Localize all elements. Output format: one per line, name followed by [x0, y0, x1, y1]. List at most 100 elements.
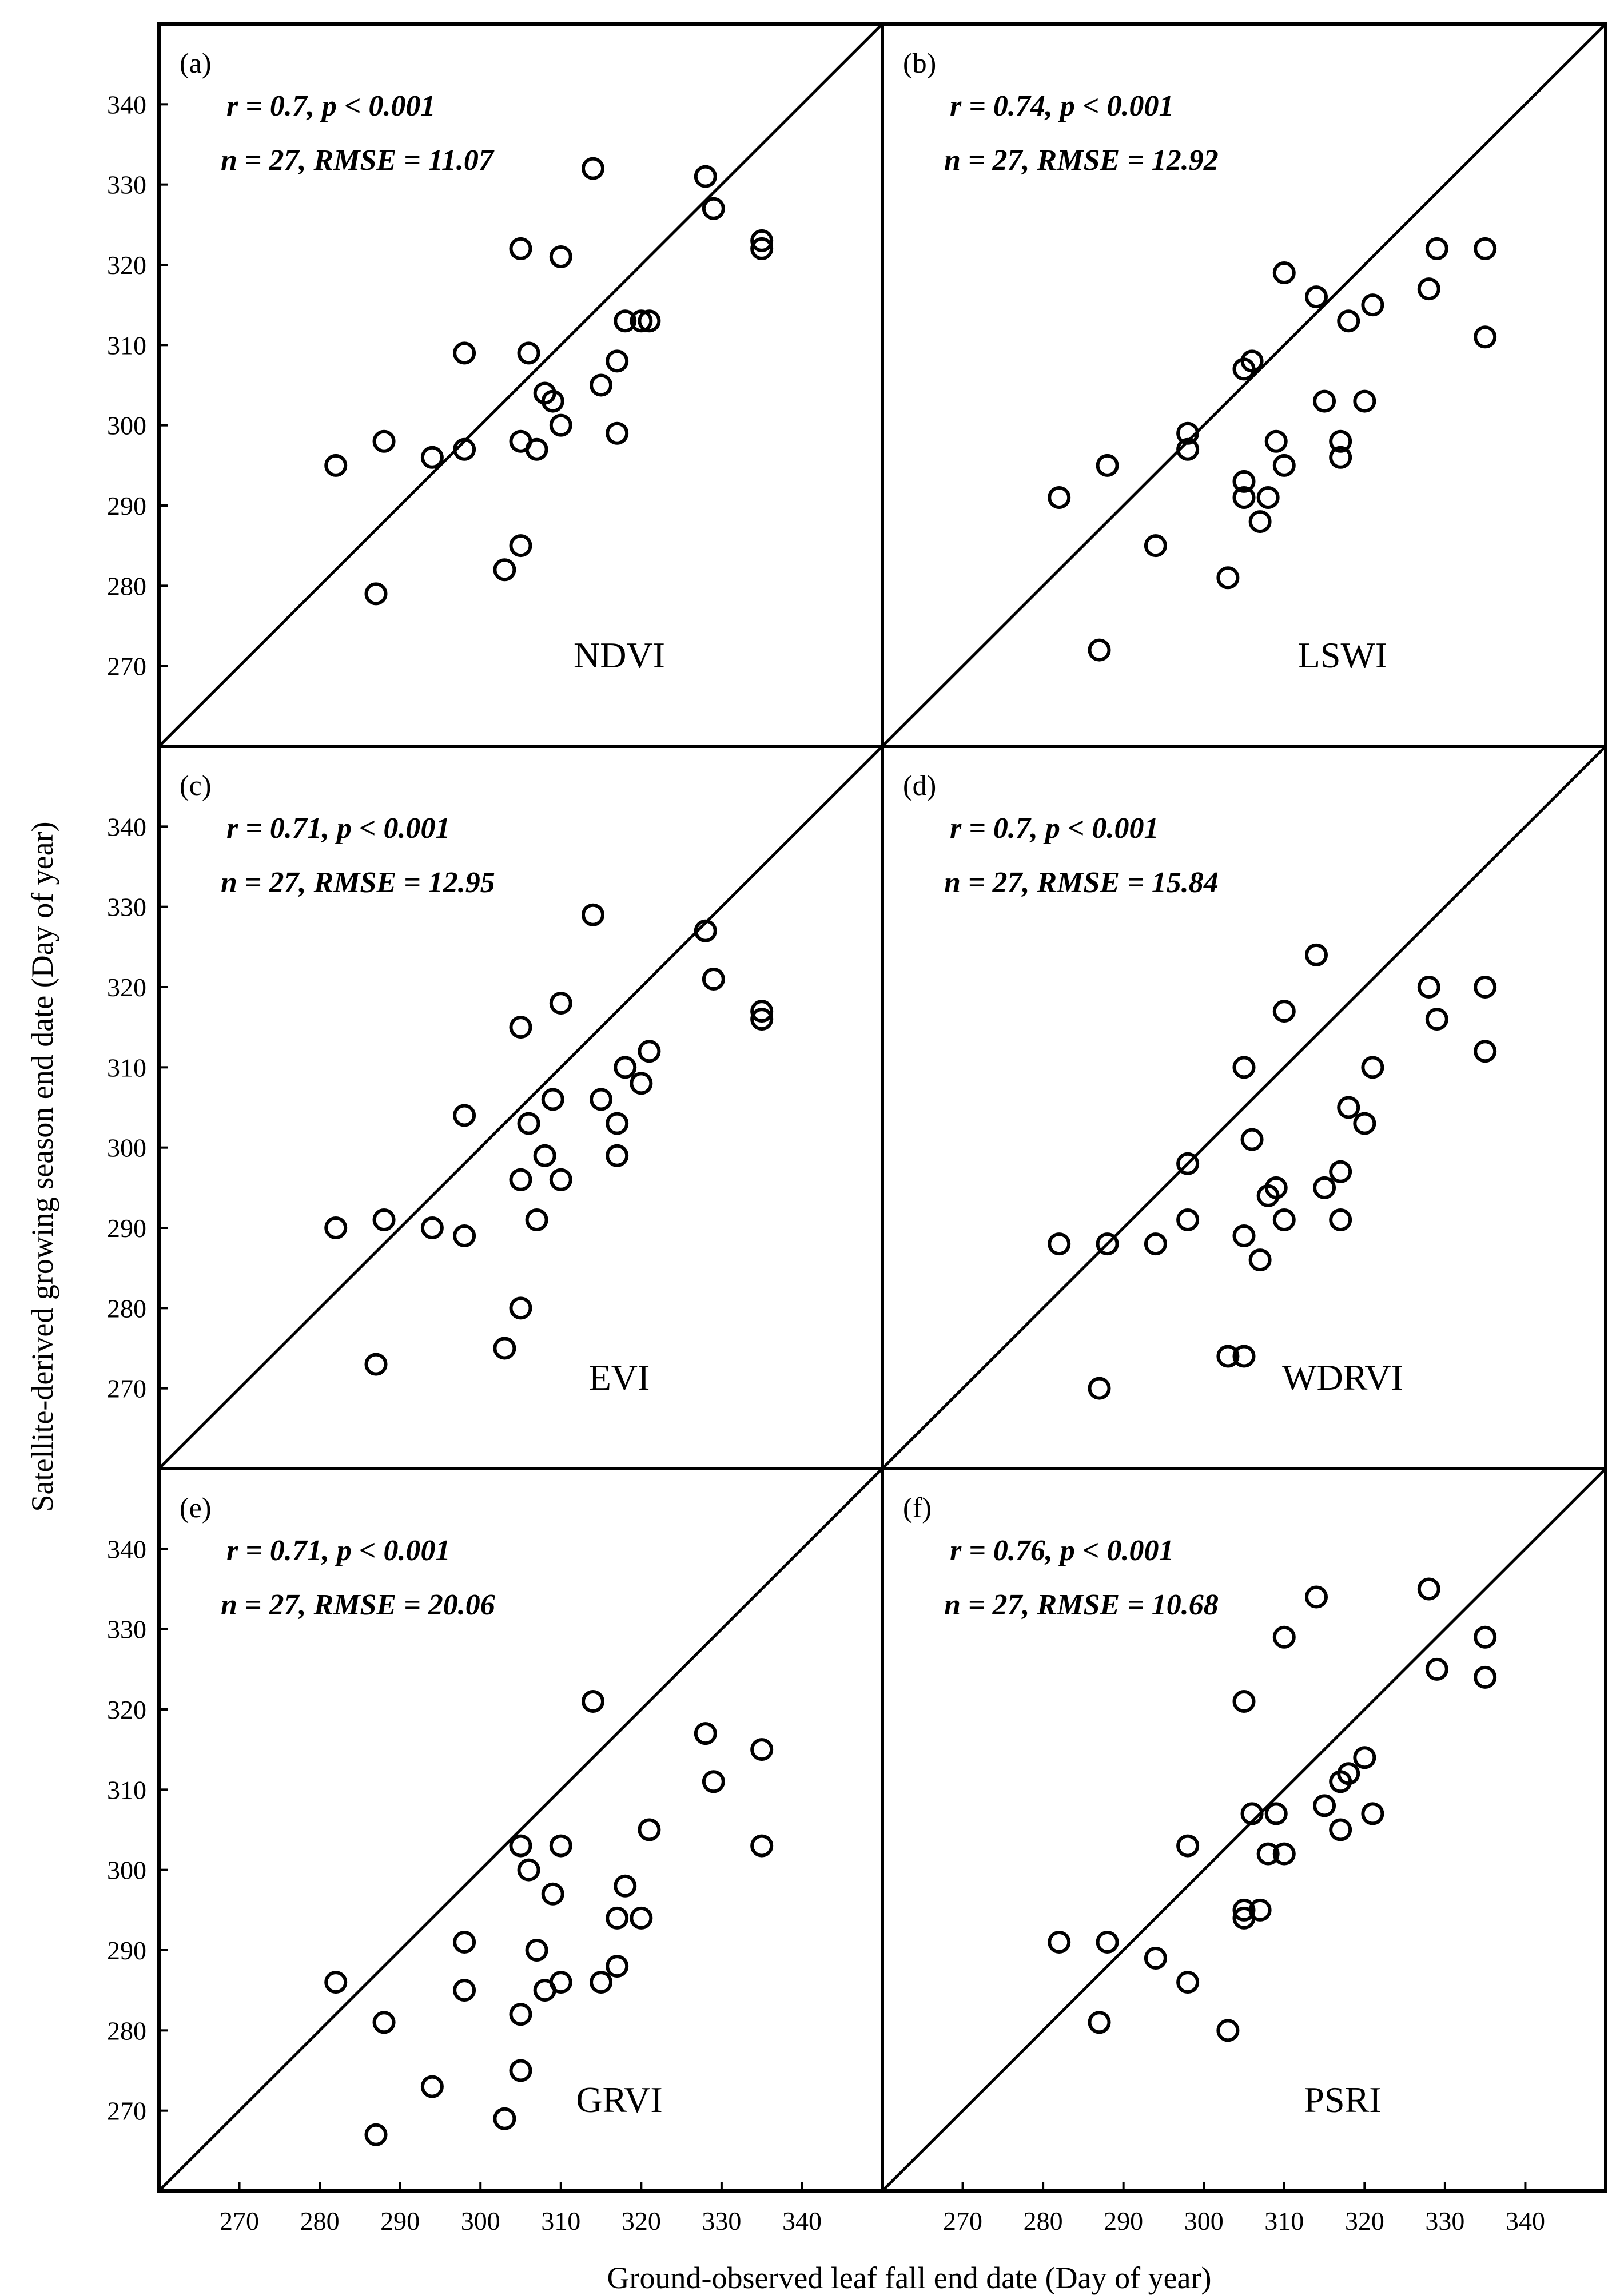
data-point: [630, 1072, 653, 1095]
data-point: [1353, 1112, 1376, 1135]
one-to-one-line: [881, 23, 1607, 747]
data-point: [364, 1353, 388, 1376]
index-label: WDRVI: [1282, 1357, 1403, 1398]
data-point: [525, 437, 548, 461]
data-point: [1425, 1008, 1448, 1031]
data-point: [509, 1016, 532, 1039]
stats-line-2: n = 27, RMSE = 20.06: [221, 1589, 495, 1621]
data-point: [541, 1882, 564, 1906]
x-tick-label: 280: [1024, 2206, 1063, 2236]
data-point: [1144, 534, 1167, 558]
data-point: [590, 373, 613, 397]
data-point: [1176, 421, 1200, 445]
stats-line-1: r = 0.7, p < 0.001: [226, 90, 436, 122]
data-point: [638, 1818, 661, 1841]
x-tick-label: 330: [702, 2206, 741, 2236]
data-point: [517, 1112, 540, 1135]
stats-line-2: n = 27, RMSE = 10.68: [944, 1589, 1219, 1621]
data-point: [606, 349, 629, 373]
data-point: [549, 413, 572, 437]
data-point: [582, 157, 604, 180]
x-tick-label: 310: [1264, 2206, 1304, 2236]
data-point: [1474, 325, 1497, 349]
data-point: [1361, 293, 1384, 317]
data-point: [606, 1112, 629, 1135]
stats-line-1: r = 0.76, p < 0.001: [950, 1534, 1174, 1567]
data-point: [1144, 1232, 1167, 1256]
y-axis-title: Satellite-derived growing season end dat…: [25, 821, 59, 1512]
data-point: [549, 245, 572, 268]
y-tick-label: 270: [107, 1374, 146, 1403]
data-point: [1361, 1802, 1384, 1825]
x-tick-label: 320: [1345, 2206, 1384, 2236]
one-to-one-line: [158, 745, 883, 1470]
panel-letter: (d): [903, 769, 936, 801]
data-point: [1232, 470, 1256, 493]
data-point: [324, 454, 348, 477]
data-point: [420, 1216, 444, 1239]
data-point: [614, 1056, 637, 1079]
data-point: [1329, 429, 1352, 453]
y-tick-label: 310: [107, 331, 146, 360]
data-point: [1232, 1898, 1256, 1922]
data-point: [1272, 1000, 1296, 1023]
data-point: [1329, 446, 1352, 469]
data-point: [509, 2059, 532, 2082]
data-point: [750, 1000, 774, 1023]
data-point: [1216, 1345, 1240, 1368]
data-point: [1337, 1096, 1360, 1119]
y-tick-label: 280: [107, 571, 146, 600]
data-point: [614, 1874, 637, 1898]
data-point: [582, 903, 604, 926]
y-tick-label: 280: [107, 2016, 146, 2045]
panel-letter: (c): [180, 769, 212, 801]
panel-frame: [881, 1467, 1607, 2193]
one-to-one-line: [881, 1467, 1607, 2192]
data-point: [509, 1168, 532, 1191]
data-point: [1096, 1232, 1119, 1256]
data-point: [606, 1144, 629, 1167]
stats-line-2: n = 27, RMSE = 12.92: [944, 144, 1219, 177]
data-point: [1176, 1971, 1200, 1994]
data-point: [1176, 1208, 1200, 1231]
data-point: [750, 237, 774, 260]
data-point: [1232, 1224, 1256, 1248]
data-point: [453, 1104, 476, 1127]
y-tick-label: 330: [107, 170, 146, 200]
data-point: [694, 1722, 717, 1745]
data-point: [606, 421, 629, 445]
y-tick-label: 330: [107, 1615, 146, 1644]
stats-line-1: r = 0.71, p < 0.001: [226, 812, 451, 845]
index-label: EVI: [589, 1357, 650, 1398]
x-axis-title: Ground-observed leaf fall end date (Day …: [607, 2261, 1211, 2295]
data-point: [1329, 1208, 1352, 1231]
data-point: [1176, 1834, 1200, 1858]
stats-line-2: n = 27, RMSE = 12.95: [221, 866, 495, 899]
one-to-one-line: [158, 23, 883, 747]
data-point: [1232, 486, 1256, 509]
y-tick-label: 270: [107, 652, 146, 681]
x-tick-label: 330: [1425, 2206, 1464, 2236]
data-point: [1048, 1930, 1071, 1954]
data-point: [638, 309, 661, 333]
y-tick-label: 320: [107, 1695, 146, 1724]
data-point: [1353, 389, 1376, 413]
data-point: [1417, 277, 1440, 301]
index-label: PSRI: [1304, 2079, 1381, 2120]
y-tick-label: 290: [107, 1214, 146, 1243]
data-point: [525, 1939, 548, 1962]
data-point: [1272, 1625, 1296, 1649]
data-point: [533, 1144, 556, 1167]
y-tick-label: 340: [107, 1534, 146, 1564]
y-tick-label: 280: [107, 1294, 146, 1323]
data-point: [702, 967, 725, 991]
data-point: [1329, 1160, 1352, 1183]
data-point: [453, 1930, 476, 1954]
y-tick-label: 300: [107, 411, 146, 440]
data-point: [1088, 638, 1111, 662]
x-tick-label: 290: [380, 2206, 420, 2236]
y-tick-label: 330: [107, 893, 146, 922]
panel-lswi: (b) r = 0.74, p < 0.001 n = 27, RMSE = 12.…: [881, 22, 1607, 748]
panel-ndvi: 270 280 290 300 310 320 330 340 (a) r = 0.7, p < …: [107, 22, 884, 748]
data-point: [1305, 943, 1328, 966]
